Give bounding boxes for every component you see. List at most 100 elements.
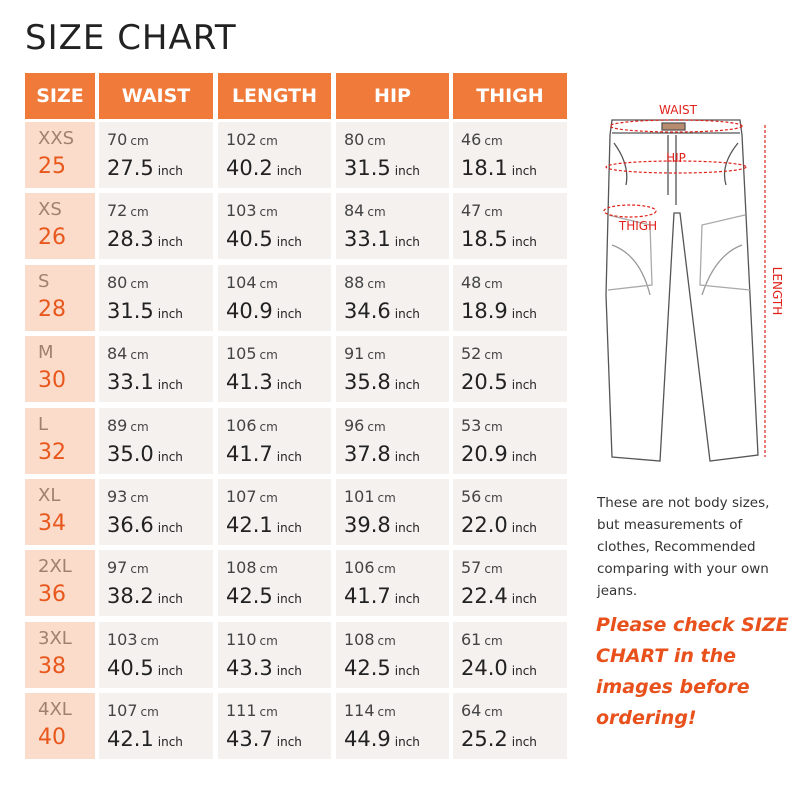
cm-number: 102 [226, 130, 257, 149]
measure-cell: 101 cm 39.8 inch [336, 479, 449, 545]
inch-number: 42.5 [344, 655, 391, 680]
inch-value: 18.5 inch [461, 227, 537, 251]
cm-number: 108 [226, 558, 257, 578]
inch-unit: inch [511, 663, 537, 678]
inch-unit: inch [157, 663, 183, 678]
inch-value: 31.5 inch [344, 156, 420, 180]
measure-cell: 105 cm 41.3 inch [218, 336, 331, 403]
inch-number: 22.4 [461, 584, 508, 609]
cm-unit: cm [367, 134, 386, 148]
inch-number: 42.5 [226, 584, 273, 609]
inch-value: 37.8 inch [344, 442, 420, 466]
cm-number: 104 [226, 272, 257, 292]
inch-value: 40.5 inch [107, 656, 183, 680]
inch-unit: inch [394, 663, 420, 678]
measure-cell: 84 cm 33.1 inch [99, 336, 213, 403]
cm-number: 56 [461, 487, 482, 506]
inch-value: 41.7 inch [344, 584, 420, 608]
inch-number: 25.2 [461, 727, 508, 752]
inch-number: 34.6 [344, 298, 391, 323]
inch-number: 40.9 [226, 298, 273, 323]
measure-cell: 56 cm 22.0 inch [453, 479, 567, 545]
inch-number: 42.1 [107, 727, 154, 752]
cm-unit: cm [130, 562, 149, 577]
inch-number: 39.8 [344, 513, 391, 537]
cm-number: 53 [461, 415, 482, 435]
inch-unit: inch [276, 449, 302, 464]
inch-value: 41.7 inch [226, 442, 302, 466]
cm-number: 107 [226, 487, 257, 506]
cm-value: 56 cm [461, 487, 503, 506]
length-label: LENGTH [770, 267, 784, 315]
measure-cell: 80 cm 31.5 inch [336, 122, 449, 188]
inch-value: 31.5 inch [107, 299, 183, 323]
measure-cell: 107 cm 42.1 inch [99, 693, 213, 760]
inch-unit: inch [394, 735, 420, 750]
cm-number: 57 [461, 558, 482, 578]
measure-cell: 46 cm 18.1 inch [453, 122, 567, 188]
inch-number: 27.5 [107, 156, 154, 180]
cm-unit: cm [259, 705, 278, 720]
measure-cell: 108 cm 42.5 inch [218, 550, 331, 617]
cm-number: 89 [107, 415, 128, 435]
inch-unit: inch [276, 735, 302, 750]
inch-value: 40.5 inch [226, 227, 302, 251]
cm-number: 96 [344, 415, 365, 435]
inch-unit: inch [511, 378, 537, 393]
inch-value: 27.5 inch [107, 156, 183, 180]
cm-unit: cm [377, 705, 396, 720]
measure-cell: 97 cm 38.2 inch [99, 550, 213, 617]
inch-unit: inch [157, 521, 183, 535]
size-label: XS [38, 199, 62, 221]
measure-cell: 108 cm 42.5 inch [336, 621, 449, 688]
measure-cell: 80 cm 31.5 inch [99, 264, 213, 331]
inch-number: 37.8 [344, 441, 391, 466]
cm-value: 47 cm [461, 201, 503, 220]
cm-unit: cm [367, 276, 386, 291]
inch-value: 42.5 inch [344, 656, 420, 680]
inch-value: 24.0 inch [461, 656, 537, 680]
size-number: 40 [38, 725, 66, 751]
column-header: WAIST [99, 73, 213, 119]
inch-value: 42.1 inch [226, 513, 302, 537]
inch-number: 33.1 [107, 370, 154, 395]
inch-number: 33.1 [344, 227, 391, 252]
inch-value: 22.4 inch [461, 584, 537, 608]
inch-value: 40.9 inch [226, 299, 302, 323]
inch-value: 20.5 inch [461, 370, 537, 394]
cm-value: 103 cm [107, 630, 159, 649]
cm-unit: cm [259, 562, 278, 577]
measure-cell: 93 cm 36.6 inch [99, 479, 213, 545]
inch-number: 41.3 [226, 370, 273, 395]
inch-value: 43.7 inch [226, 727, 302, 751]
cm-value: 101 cm [344, 487, 396, 506]
inch-value: 33.1 inch [107, 370, 183, 394]
inch-unit: inch [276, 164, 302, 178]
cm-number: 103 [226, 201, 257, 221]
measure-cell: 89 cm 35.0 inch [99, 407, 213, 474]
size-label: 2XL [38, 556, 72, 578]
cm-number: 93 [107, 487, 128, 506]
size-label: XL [38, 485, 61, 506]
inch-value: 40.2 inch [226, 156, 302, 180]
measure-cell: 88 cm 34.6 inch [336, 264, 449, 331]
inch-unit: inch [511, 735, 537, 750]
measure-cell: 61 cm 24.0 inch [453, 621, 567, 688]
size-number: 28 [38, 296, 66, 322]
inch-value: 25.2 inch [461, 727, 537, 751]
inch-unit: inch [394, 592, 420, 607]
inch-unit: inch [394, 449, 420, 464]
cm-number: 64 [461, 701, 482, 721]
cm-unit: cm [130, 205, 149, 220]
cm-value: 61 cm [461, 630, 503, 649]
inch-number: 41.7 [226, 441, 273, 466]
note: These are not body sizes, but measuremen… [597, 495, 770, 599]
inch-unit: inch [276, 306, 302, 321]
cm-number: 88 [344, 272, 365, 292]
inch-value: 20.9 inch [461, 442, 537, 466]
cm-value: 103 cm [226, 201, 278, 220]
cm-unit: cm [484, 419, 503, 434]
cm-unit: cm [130, 491, 149, 505]
measure-cell: 107 cm 42.1 inch [218, 479, 331, 545]
